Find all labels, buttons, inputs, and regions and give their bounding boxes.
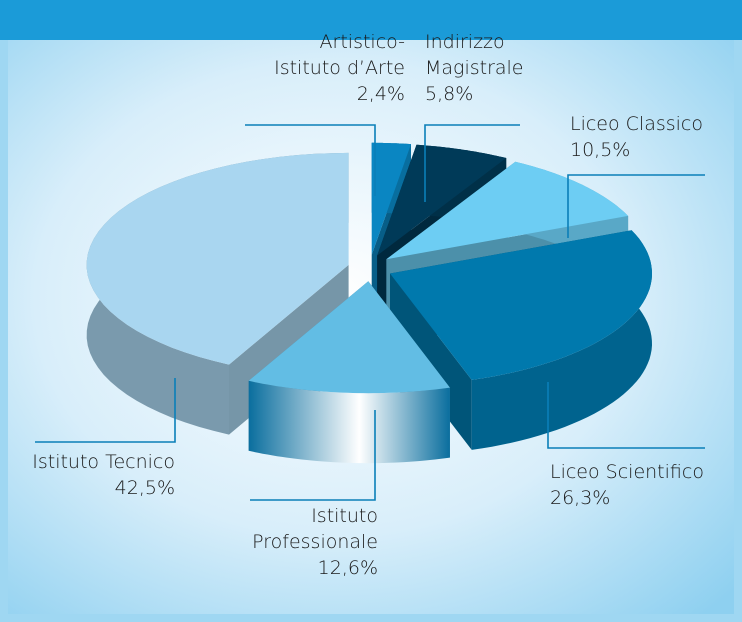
leader-line bbox=[245, 124, 376, 196]
label-line: Istituto d’Arte bbox=[274, 57, 405, 79]
label-line: Indirizzo bbox=[425, 31, 505, 53]
slice-label: Istituto Tecnico bbox=[32, 451, 175, 473]
label-line: Istituto bbox=[311, 505, 378, 527]
label-line: Artistico- bbox=[320, 31, 405, 53]
slice-label: Indirizzo Magistrale bbox=[425, 31, 524, 79]
slice bbox=[371, 142, 411, 255]
slice-side bbox=[248, 380, 450, 464]
value-label: 10,5% bbox=[570, 139, 630, 161]
leader-line bbox=[567, 174, 705, 238]
header-band bbox=[0, 0, 742, 40]
slice-label: Istituto Professionale bbox=[252, 505, 378, 553]
label-line: Liceo Classico bbox=[570, 113, 703, 135]
label-line: Istituto Tecnico bbox=[32, 451, 175, 473]
value-label: 5,8% bbox=[425, 83, 473, 105]
slice bbox=[248, 281, 450, 394]
slice-label: Artistico- Istituto d’Arte bbox=[274, 31, 405, 79]
slice-label: Liceo Classico bbox=[570, 113, 703, 135]
label-line: Liceo Scientifico bbox=[550, 461, 704, 483]
value-label: 12,6% bbox=[318, 557, 378, 579]
slice bbox=[390, 230, 652, 380]
pie bbox=[86, 142, 652, 464]
label-line: Professionale bbox=[252, 531, 378, 553]
leader-line bbox=[35, 378, 176, 443]
value-label: 26,3% bbox=[550, 487, 610, 509]
value-label: 42,5% bbox=[115, 477, 175, 499]
leader-line bbox=[250, 410, 376, 501]
slice bbox=[377, 144, 507, 256]
label-line: Magistrale bbox=[425, 57, 524, 79]
leader-line bbox=[424, 124, 520, 202]
leader-line bbox=[547, 382, 705, 449]
slice-cut-face bbox=[390, 273, 472, 450]
slice bbox=[86, 152, 349, 365]
value-label: 2,4% bbox=[357, 83, 405, 105]
slice-side bbox=[471, 230, 652, 450]
slice-label: Liceo Scientifico bbox=[550, 461, 704, 483]
labels: Artistico- Istituto d’Arte 2,4% Indirizzo Ma… bbox=[32, 31, 705, 579]
